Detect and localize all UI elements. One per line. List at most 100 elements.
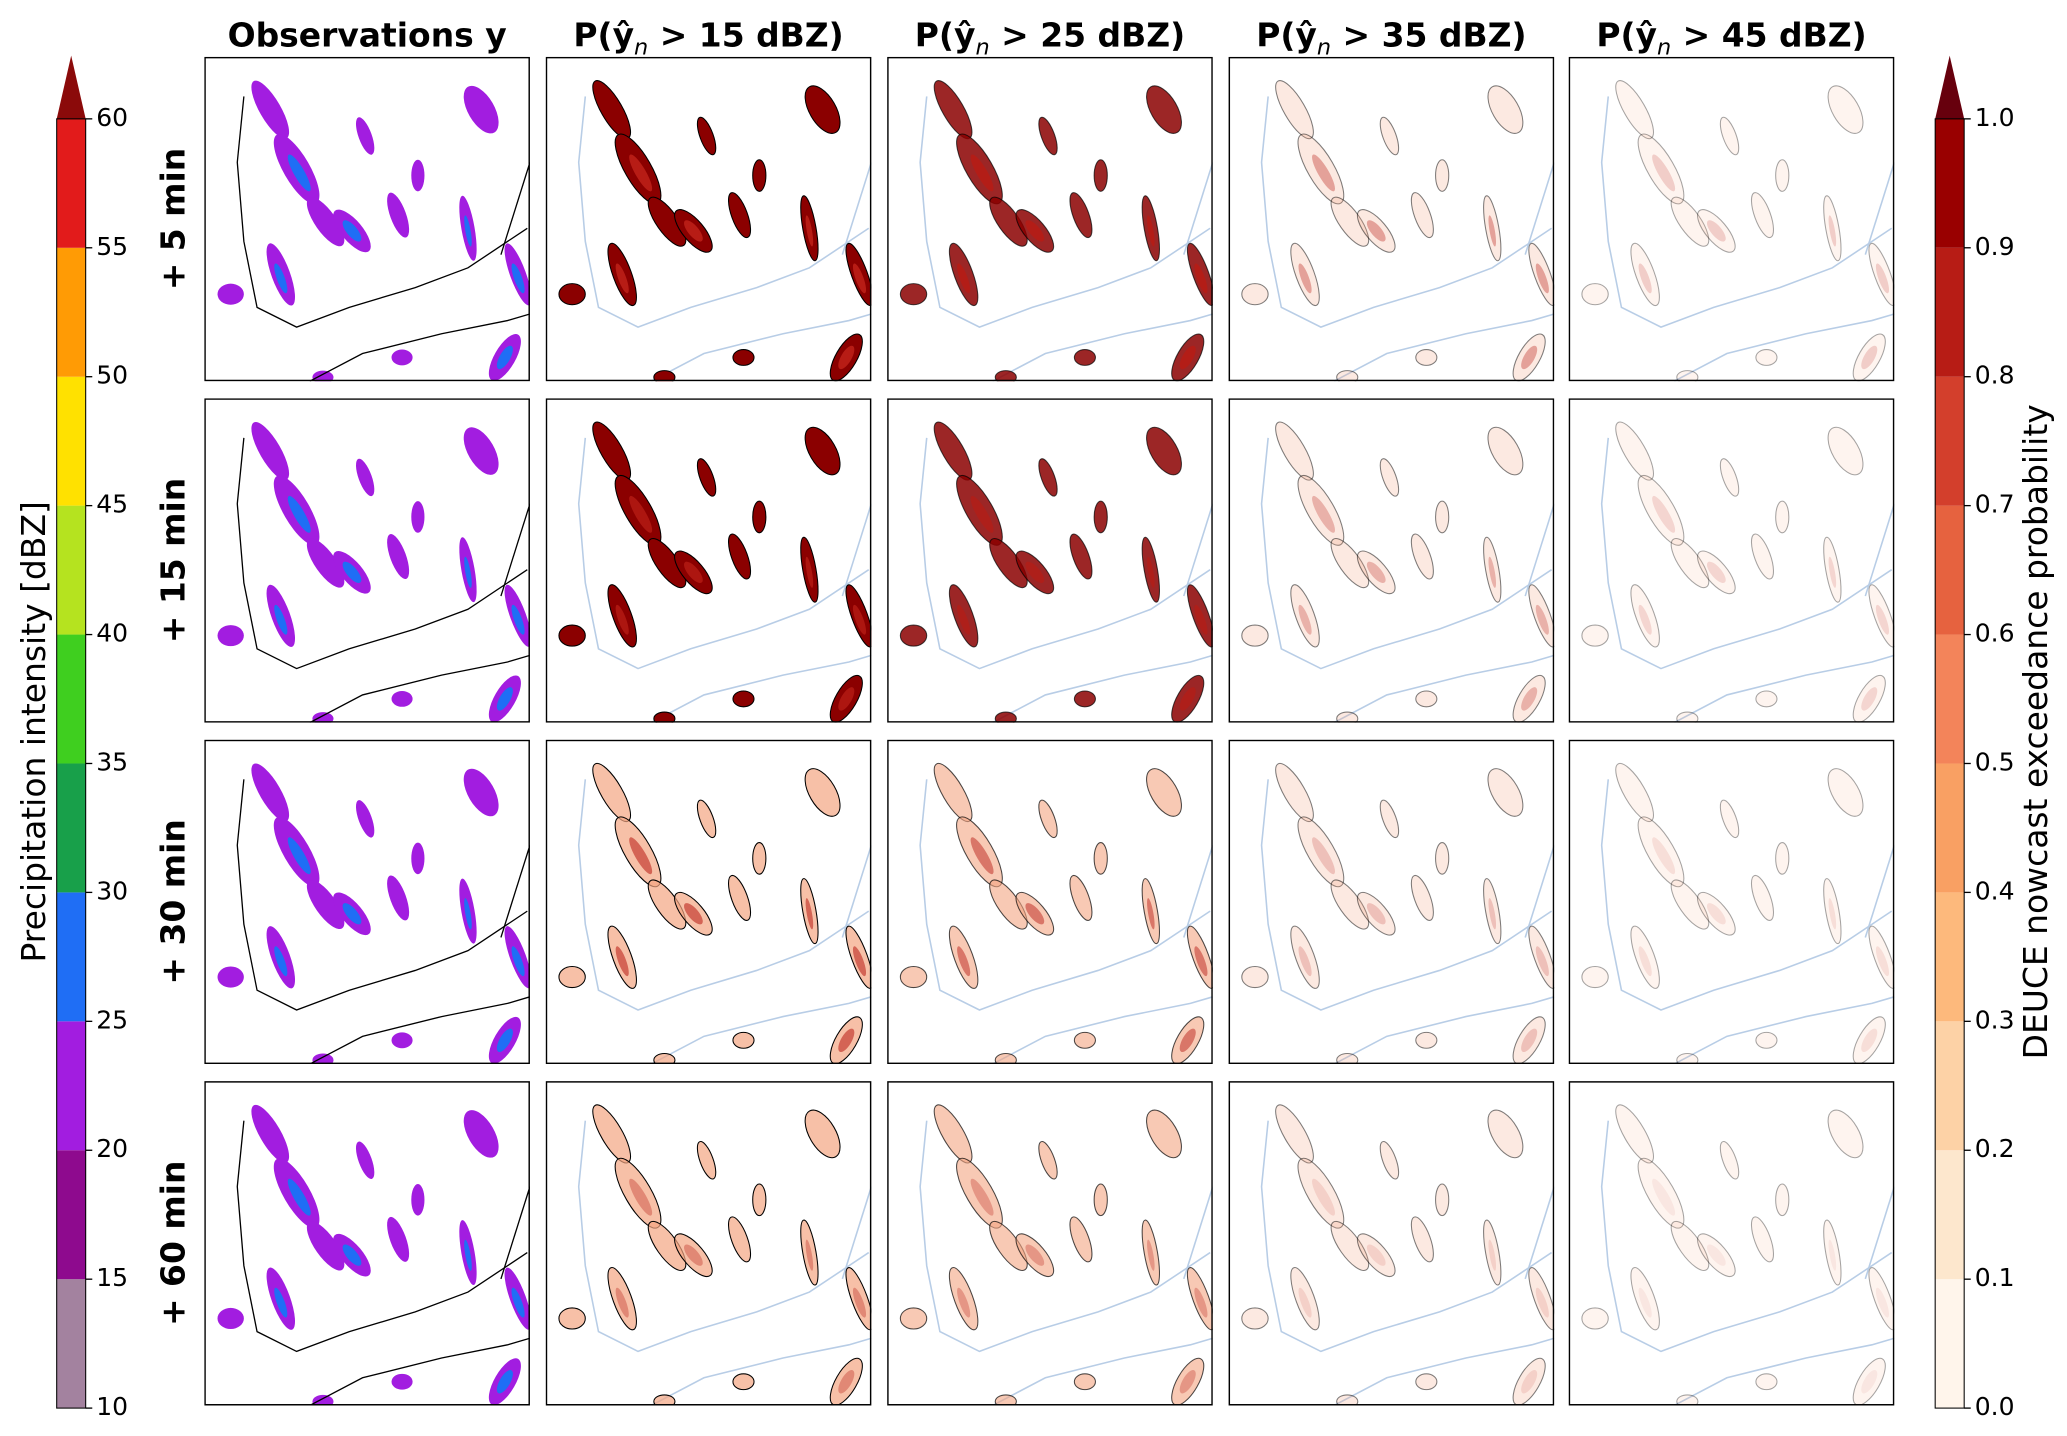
row-label: + 30 min bbox=[154, 819, 193, 984]
colorbar-tick-label: 0.3 bbox=[1975, 1005, 2015, 1034]
map-panel bbox=[1568, 1081, 1895, 1406]
colorbar-segment bbox=[1935, 1021, 1965, 1151]
row-label: + 5 min bbox=[154, 148, 193, 291]
map-panel bbox=[204, 739, 530, 1065]
map-panel bbox=[545, 398, 872, 723]
panel-frame bbox=[204, 739, 530, 1065]
colorbar-tick-label: 0.9 bbox=[1975, 232, 2015, 261]
title-subscript: n bbox=[1657, 34, 1671, 60]
map-panel bbox=[1228, 56, 1555, 382]
title-suffix: > 45 dBZ) bbox=[1671, 15, 1866, 54]
colorbar-extend bbox=[56, 55, 86, 119]
colorbar-tick-label: 40 bbox=[96, 619, 128, 648]
map-panel bbox=[545, 1081, 872, 1406]
title-subscript: n bbox=[634, 34, 648, 60]
colorbar-segment bbox=[56, 247, 86, 377]
map-panel bbox=[1568, 739, 1895, 1065]
map-panel bbox=[887, 739, 1213, 1065]
row-label: + 60 min bbox=[154, 1161, 193, 1326]
colorbar-extend bbox=[1935, 55, 1965, 119]
colorbar-segment bbox=[1935, 892, 1965, 1022]
panel-frame bbox=[1228, 398, 1555, 723]
colorbar-tick-label: 25 bbox=[96, 1005, 128, 1034]
colorbar-segment bbox=[1935, 505, 1965, 635]
title-subscript: n bbox=[1317, 34, 1331, 60]
map-panel bbox=[887, 1081, 1213, 1406]
right-colorbar-label: DEUCE nowcast exceedance probability bbox=[2016, 404, 2055, 1059]
panel-frame bbox=[545, 1081, 872, 1406]
colorbar-segment bbox=[1935, 763, 1965, 893]
panel-frame bbox=[545, 56, 872, 382]
panel-frame bbox=[887, 56, 1213, 382]
title-subscript: n bbox=[975, 34, 989, 60]
colorbar-tick-label: 0.8 bbox=[1975, 361, 2015, 390]
map-panel bbox=[204, 1081, 530, 1406]
map-panel bbox=[204, 398, 530, 723]
colorbar-segment bbox=[1935, 1279, 1965, 1409]
colorbar-tick-label: 60 bbox=[96, 103, 128, 132]
column-title: Observations y bbox=[228, 15, 507, 54]
colorbar-segment bbox=[56, 634, 86, 764]
colorbar-tick-label: 35 bbox=[96, 747, 128, 776]
column-title: P(ŷn > 45 dBZ) bbox=[1596, 15, 1866, 60]
colorbar-segment bbox=[1935, 376, 1965, 506]
title-prefix: P(ŷ bbox=[573, 15, 634, 54]
colorbar-segment bbox=[56, 505, 86, 635]
title-prefix: P(ŷ bbox=[915, 15, 976, 54]
colorbar-segment bbox=[56, 118, 86, 248]
column-title: P(ŷn > 15 dBZ) bbox=[573, 15, 843, 60]
colorbar-tick-label: 0.7 bbox=[1975, 490, 2015, 519]
map-panel bbox=[1228, 1081, 1555, 1406]
panel-frame bbox=[1568, 1081, 1895, 1406]
colorbar-tick-label: 45 bbox=[96, 490, 128, 519]
panel-frame bbox=[1568, 398, 1895, 723]
colorbar-tick-label: 0.4 bbox=[1975, 876, 2015, 905]
map-panel bbox=[1228, 398, 1555, 723]
colorbar-tick-label: 0.5 bbox=[1975, 747, 2015, 776]
column-title: P(ŷn > 25 dBZ) bbox=[915, 15, 1185, 60]
map-panel bbox=[1568, 398, 1895, 723]
panel-frame bbox=[1228, 56, 1555, 382]
colorbar-segment bbox=[1935, 634, 1965, 764]
title-prefix: P(ŷ bbox=[1256, 15, 1317, 54]
colorbar-segment bbox=[56, 892, 86, 1022]
colorbar-tick-label: 1.0 bbox=[1975, 103, 2015, 132]
panel-frame bbox=[204, 56, 530, 382]
panel-frame bbox=[204, 398, 530, 723]
colorbar-tick-label: 50 bbox=[96, 361, 128, 390]
colorbar-segment bbox=[56, 1279, 86, 1409]
colorbar-segment bbox=[56, 376, 86, 506]
colorbar-segment bbox=[56, 1021, 86, 1151]
left-colorbar-label: Precipitation intensity [dBZ] bbox=[14, 501, 53, 962]
panel-frame bbox=[545, 739, 872, 1065]
title-suffix: > 25 dBZ) bbox=[990, 15, 1185, 54]
title-suffix: > 15 dBZ) bbox=[648, 15, 843, 54]
map-panel bbox=[545, 56, 872, 382]
title-suffix: > 35 dBZ) bbox=[1331, 15, 1526, 54]
colorbar-segment bbox=[56, 763, 86, 893]
map-panel bbox=[1228, 739, 1555, 1065]
panel-frame bbox=[1568, 739, 1895, 1065]
colorbar-segment bbox=[1935, 118, 1965, 248]
colorbar-segment bbox=[1935, 247, 1965, 377]
panel-frame bbox=[1568, 56, 1895, 382]
colorbar-tick-label: 0.0 bbox=[1975, 1392, 2015, 1421]
map-panel bbox=[204, 56, 530, 382]
panel-frame bbox=[204, 1081, 530, 1406]
colorbar-tick-label: 10 bbox=[96, 1392, 128, 1421]
panel-frame bbox=[887, 739, 1213, 1065]
panel-frame bbox=[887, 398, 1213, 723]
panel-frame bbox=[1228, 1081, 1555, 1406]
colorbar-tick-label: 30 bbox=[96, 876, 128, 905]
colorbar-segment bbox=[1935, 1150, 1965, 1280]
map-panel bbox=[887, 398, 1213, 723]
colorbar-segment bbox=[56, 1150, 86, 1280]
row-label: + 15 min bbox=[154, 478, 193, 643]
map-panel bbox=[545, 739, 872, 1065]
colorbar-tick-label: 55 bbox=[96, 232, 128, 261]
colorbar-tick-label: 0.1 bbox=[1975, 1263, 2015, 1292]
panel-frame bbox=[887, 1081, 1213, 1406]
colorbar-tick-label: 15 bbox=[96, 1263, 128, 1292]
panel-frame bbox=[545, 398, 872, 723]
